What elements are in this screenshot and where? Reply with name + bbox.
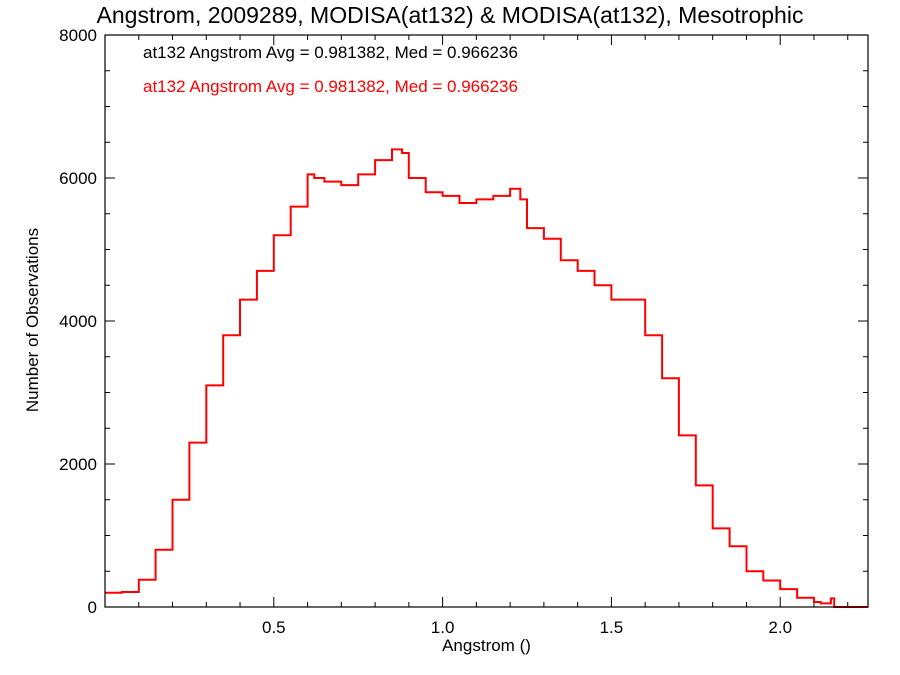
y-tick-label: 0 [88,598,97,617]
y-tick-label: 8000 [59,26,97,45]
x-tick-label: 1.0 [431,618,455,637]
histogram-series-line [105,148,868,608]
y-tick-label: 2000 [59,455,97,474]
x-tick-label: 0.5 [262,618,286,637]
y-tick-label: 4000 [59,312,97,331]
plot-frame [104,34,869,608]
chart-title: Angstrom, 2009289, MODISA(at132) & MODIS… [96,2,804,28]
y-tick-label: 6000 [59,169,97,188]
annotation-red: at132 Angstrom Avg = 0.981382, Med = 0.9… [143,77,518,96]
x-tick-label: 2.0 [768,618,792,637]
annotation-black: at132 Angstrom Avg = 0.981382, Med = 0.9… [143,43,518,62]
x-tick-label: 1.5 [600,618,624,637]
x-axis-label: Angstrom () [442,636,531,655]
